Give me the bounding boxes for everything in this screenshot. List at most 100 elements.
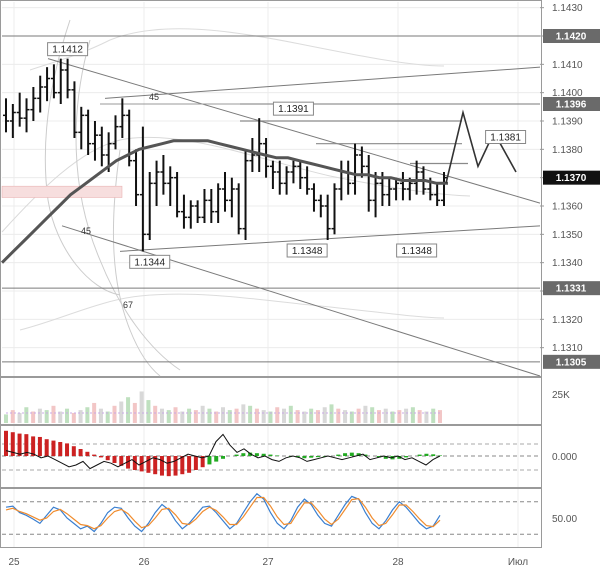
osc-bar xyxy=(126,456,131,469)
volume-bar xyxy=(4,414,8,423)
forecast-path xyxy=(445,109,517,184)
volume-bar xyxy=(17,412,22,423)
y-tick-label: 1.1410 xyxy=(552,60,583,71)
moving-average-line xyxy=(0,139,448,264)
osc-bar xyxy=(159,456,164,476)
volume-bar xyxy=(214,411,219,423)
osc-bar xyxy=(302,456,307,459)
y-tick-label: 1.1390 xyxy=(552,117,583,128)
osc-bar xyxy=(85,451,90,456)
osc-bar xyxy=(404,456,409,458)
volume-bar xyxy=(254,408,259,423)
price-tag xyxy=(543,97,600,111)
osc-bar xyxy=(438,455,442,456)
volume-bar xyxy=(438,410,442,423)
volume-bar xyxy=(431,408,436,423)
volume-bar xyxy=(397,410,402,423)
oscillator-panel: 0.000 xyxy=(2,430,577,477)
volume-bar xyxy=(424,411,429,423)
volume-bar xyxy=(105,411,110,423)
price-tag-label: 1.1331 xyxy=(556,284,587,295)
osc-bar xyxy=(37,436,42,456)
osc-bar xyxy=(17,433,22,456)
volume-bar xyxy=(71,412,76,423)
volume-bar xyxy=(349,411,354,423)
osc-bar xyxy=(132,456,137,470)
fib-arc-3 xyxy=(112,149,161,377)
price-tag-label: 1.1396 xyxy=(556,100,587,111)
volume-bar xyxy=(119,401,124,423)
osc-bar xyxy=(417,454,422,456)
volume-bar xyxy=(288,405,293,423)
y-tick-label: 1.1430 xyxy=(552,3,583,14)
volume-bar xyxy=(166,410,171,423)
price-tag-label: 1.1370 xyxy=(556,173,587,184)
osc-bar xyxy=(336,454,341,456)
volume-bar xyxy=(187,408,192,423)
annotation-label: 1.1348 xyxy=(401,246,432,257)
volume-bar xyxy=(322,407,327,423)
volume-panel: 25K xyxy=(4,390,570,423)
osc-bar xyxy=(234,454,239,456)
annotation-label: 1.1348 xyxy=(292,246,323,257)
osc-bar xyxy=(98,456,103,458)
volume-bar xyxy=(268,411,273,423)
moving-average xyxy=(0,139,448,264)
volume-bar xyxy=(417,410,422,423)
fib-arc-1 xyxy=(44,19,121,296)
volume-bar xyxy=(126,397,131,423)
annotation-box xyxy=(485,130,527,144)
y-tick-label: 1.1350 xyxy=(552,230,583,241)
price-tag xyxy=(543,29,600,43)
osc-bar xyxy=(187,456,192,473)
osc-signal-line xyxy=(5,433,441,470)
level-label: 45 xyxy=(149,92,159,102)
osc-bar xyxy=(356,453,361,456)
osc-bar xyxy=(221,456,225,459)
osc-bar xyxy=(31,436,36,456)
forecast-zigzag xyxy=(445,109,517,184)
x-tick-label: 26 xyxy=(138,557,150,568)
osc-bar xyxy=(315,456,320,458)
price-tag-label: 1.1305 xyxy=(556,357,587,368)
time-axis[interactable]: 25 26 27 28 Июл xyxy=(8,557,528,568)
osc-bar xyxy=(65,443,70,456)
osc-bar xyxy=(71,446,76,456)
volume-bar xyxy=(146,400,151,423)
price-tags: 1.1420 1.1396 1.1370 1.1331 1.1305 xyxy=(543,29,600,369)
x-tick-label: 28 xyxy=(392,557,404,568)
osc-bar xyxy=(166,456,171,477)
volume-bar xyxy=(193,410,198,423)
price-annotations: 1.1412 1.1391 1.1381 1.1344 1.1348 1.1348 45 45… xyxy=(47,42,527,310)
osc-bar xyxy=(397,456,402,459)
osc-bar xyxy=(92,454,97,456)
volume-bar xyxy=(180,411,185,423)
volume-bar xyxy=(112,405,117,423)
annotation-box xyxy=(286,243,328,258)
volume-bar xyxy=(383,408,388,423)
osc-bar xyxy=(349,452,354,456)
volume-bar xyxy=(410,407,415,423)
osc-bar xyxy=(180,456,185,475)
volume-bar xyxy=(37,408,42,423)
osc-bar xyxy=(309,456,314,458)
panel-frames xyxy=(0,0,542,548)
annotation-box xyxy=(272,101,314,116)
annotation-label: 1.1412 xyxy=(52,45,83,56)
volume-bar xyxy=(44,410,49,423)
candles xyxy=(3,58,447,252)
trend-line-down xyxy=(47,58,541,204)
osc-bar xyxy=(173,456,178,476)
trend-line-lower xyxy=(61,225,541,377)
price-tag xyxy=(543,354,600,369)
osc-bar xyxy=(383,456,388,459)
osc-bar xyxy=(58,442,63,456)
volume-bar xyxy=(370,407,375,423)
osc-bar xyxy=(200,456,205,468)
stoch-tick-label: 50.00 xyxy=(552,514,577,525)
volume-bar xyxy=(58,411,63,423)
volume-bar xyxy=(10,410,15,423)
osc-bar xyxy=(119,456,124,466)
volume-bar xyxy=(221,407,225,423)
volume-tick-label: 25K xyxy=(552,390,570,401)
